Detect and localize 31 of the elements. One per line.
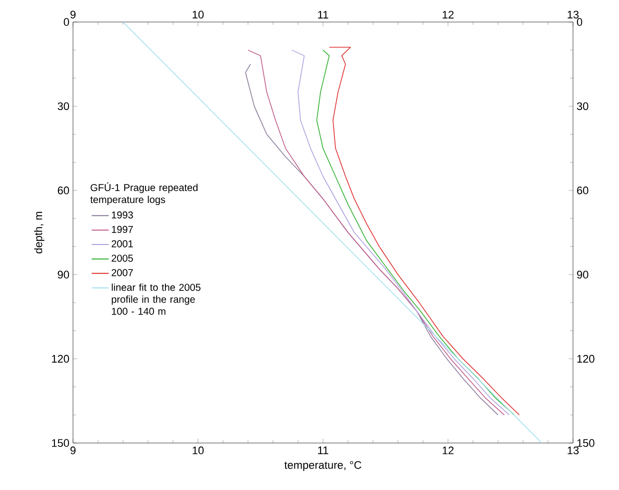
x-tick-label: 9 [70,10,76,18]
y2-tick-label: 0 [576,18,582,26]
legend-label: 2007 [112,269,133,276]
y-axis-title: depth, m [34,212,44,254]
y-tick-label: 150 [52,439,70,447]
x2-tick-label: 10 [192,446,204,454]
x-tick-label: 11 [318,10,328,18]
legend-label: 1997 [112,226,133,233]
y2-tick-label: 60 [577,186,588,194]
legend-title: GFÚ-1 Prague repeated temperature logs [90,182,198,206]
y2-tick-label: 30 [576,102,588,110]
y-tick-label: 120 [52,354,70,363]
x2-tick-label: 12 [442,446,454,454]
legend-label: 2005 [112,254,133,262]
y-tick-label: 0 [64,18,70,26]
y-tick-label: 30 [58,102,70,110]
y2-tick-label: 120 [577,354,594,363]
legend-label: linear fit to the 2005 profile in the range 100 - 140 m [112,284,200,315]
y2-tick-label: 150 [577,439,594,447]
y2-tick-label: 90 [577,270,588,278]
legend-label: 2001 [112,240,133,248]
x-tick-label: 13 [568,10,579,18]
x2-tick-label: 13 [568,446,579,454]
y-tick-label: 60 [58,186,70,194]
y-tick-label: 90 [58,270,70,278]
x2-tick-label: 9 [70,446,76,454]
x-tick-label: 12 [442,10,454,18]
legend-label: 1993 [112,211,133,218]
x-tick-label: 10 [192,10,204,18]
x2-tick-label: 11 [318,446,328,454]
x-axis-title: temperature, °C [284,461,362,472]
